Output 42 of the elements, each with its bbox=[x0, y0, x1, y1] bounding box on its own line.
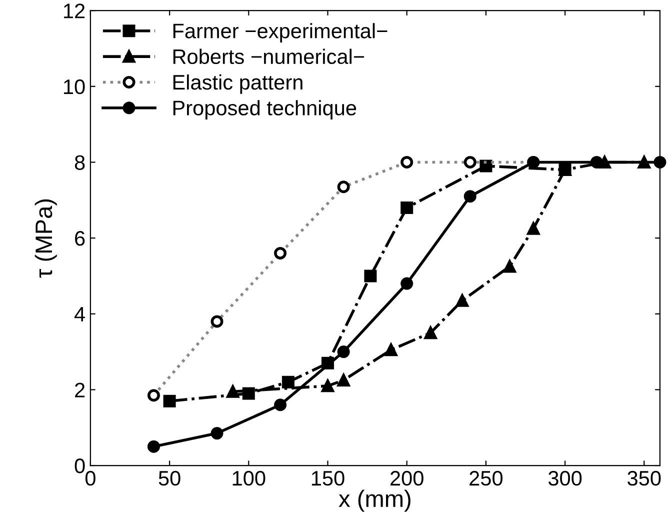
y-tick-label: 12 bbox=[64, 4, 85, 18]
legend-label: Proposed technique bbox=[173, 100, 356, 120]
x-tick-label: 100 bbox=[232, 470, 266, 486]
x-tick-label: 250 bbox=[470, 470, 503, 486]
x-tick-label: 150 bbox=[312, 470, 344, 486]
point bbox=[638, 156, 650, 168]
point bbox=[590, 156, 603, 168]
point bbox=[503, 260, 516, 273]
point bbox=[480, 160, 492, 172]
point bbox=[226, 385, 240, 398]
point bbox=[456, 294, 468, 307]
x-tick-label: 350 bbox=[628, 470, 661, 486]
x-tick-label: 200 bbox=[390, 470, 424, 486]
point bbox=[147, 440, 160, 453]
y-tick-label: 4 bbox=[74, 307, 85, 322]
point bbox=[337, 346, 350, 358]
x-axis-title: x (mm) bbox=[338, 490, 410, 512]
point bbox=[210, 427, 224, 440]
point bbox=[242, 387, 255, 400]
x-tick-label: 50 bbox=[158, 470, 180, 486]
y-tick-label: 8 bbox=[74, 155, 85, 170]
point bbox=[282, 376, 294, 388]
point bbox=[400, 277, 414, 290]
point bbox=[321, 380, 334, 392]
point bbox=[337, 374, 350, 386]
y-tick-label: 0 bbox=[74, 458, 85, 474]
y-tick-label: 2 bbox=[75, 382, 85, 398]
point bbox=[400, 201, 414, 214]
point bbox=[274, 398, 287, 412]
y-tick-label: 10 bbox=[64, 79, 85, 94]
point bbox=[464, 190, 476, 203]
x-tick-label: 0 bbox=[85, 470, 96, 486]
point bbox=[527, 222, 540, 235]
point bbox=[364, 270, 377, 282]
legend-label: Farmer −experimental− bbox=[173, 23, 388, 42]
point bbox=[163, 394, 176, 408]
legend-label: Roberts −numerical− bbox=[173, 48, 364, 64]
legend-label: Elastic pattern bbox=[173, 74, 302, 94]
x-tick-label: 300 bbox=[548, 470, 582, 486]
y-tick-label: 6 bbox=[75, 231, 85, 246]
point bbox=[654, 156, 666, 168]
y-axis-title: τ (MPa) bbox=[34, 199, 57, 278]
